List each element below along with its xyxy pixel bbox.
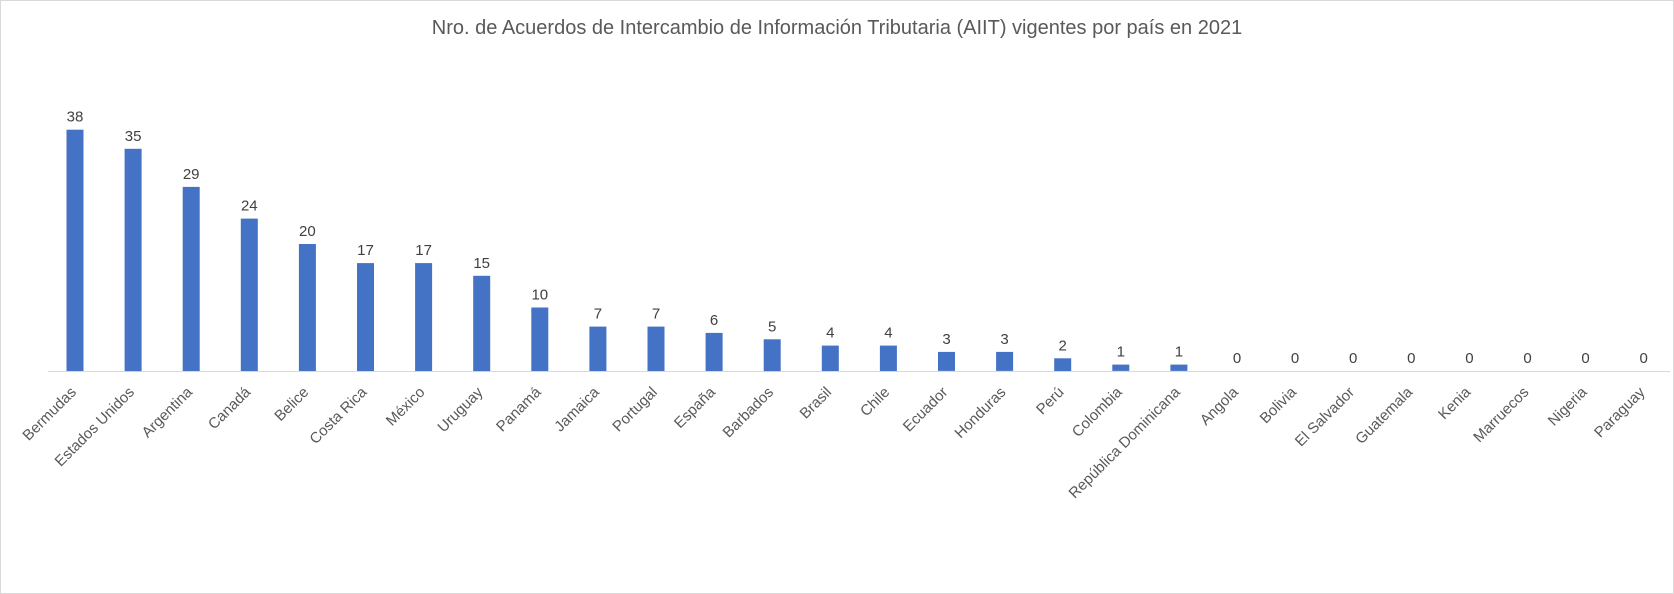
x-tick-label: Nigeria xyxy=(1545,383,1591,429)
data-label: 4 xyxy=(826,325,834,342)
x-tick-label: Uruguay xyxy=(434,383,486,435)
bar xyxy=(66,129,84,371)
chart-title: Nro. de Acuerdos de Intercambio de Infor… xyxy=(431,17,1243,39)
data-label: 6 xyxy=(710,312,718,329)
bar xyxy=(298,244,316,371)
bar xyxy=(879,345,897,371)
bar xyxy=(938,351,955,371)
data-label: 29 xyxy=(183,166,200,183)
x-tick-label: Angola xyxy=(1197,383,1243,429)
bar xyxy=(473,275,491,372)
bar xyxy=(357,263,374,371)
bar xyxy=(705,332,723,371)
bar xyxy=(182,186,200,371)
data-label: 0 xyxy=(1407,350,1415,367)
data-label: 0 xyxy=(1640,350,1648,367)
data-label: 20 xyxy=(299,223,316,240)
data-label: 17 xyxy=(357,242,374,259)
x-tick-label: Brasil xyxy=(797,384,836,423)
x-tick-label: Portugal xyxy=(609,384,661,436)
data-label: 4 xyxy=(884,325,892,342)
bar xyxy=(996,351,1014,371)
bar xyxy=(647,326,665,371)
data-label: 0 xyxy=(1523,350,1531,367)
bar xyxy=(240,218,258,371)
x-tick-label: Honduras xyxy=(951,384,1009,442)
data-label: 2 xyxy=(1059,337,1067,354)
bar xyxy=(589,326,607,371)
data-label: 0 xyxy=(1465,350,1473,367)
data-label: 0 xyxy=(1349,350,1357,367)
data-label: 0 xyxy=(1581,350,1589,367)
bar xyxy=(531,307,549,371)
data-label: 5 xyxy=(768,318,776,335)
data-label: 7 xyxy=(594,306,602,323)
x-tick-label: Paraguay xyxy=(1591,383,1649,441)
data-label: 24 xyxy=(241,198,258,215)
x-tick-label: Panamá xyxy=(493,383,545,435)
x-tick-label: Marruecos xyxy=(1470,384,1532,446)
x-tick-label: Perú xyxy=(1033,384,1067,418)
x-tick-label: Guatemala xyxy=(1352,383,1416,447)
x-tick-label: Canadá xyxy=(205,383,255,433)
data-label: 0 xyxy=(1233,350,1241,367)
bar xyxy=(1170,364,1188,371)
x-tick-label: Bolivia xyxy=(1257,383,1301,427)
x-tick-label: México xyxy=(383,384,429,430)
bar xyxy=(1054,358,1072,371)
data-label: 35 xyxy=(125,128,142,145)
data-label: 1 xyxy=(1117,344,1125,361)
x-tick-label: República Dominicana xyxy=(1066,383,1185,502)
bar xyxy=(1112,364,1130,371)
x-tick-label: Belice xyxy=(271,384,312,425)
x-tick-label: Argentina xyxy=(139,383,197,441)
x-tick-label: Kenia xyxy=(1435,383,1475,423)
x-tick-label: El Salvador xyxy=(1292,384,1358,450)
data-label: 7 xyxy=(652,306,660,323)
x-tick-label: Barbados xyxy=(720,384,777,441)
x-tick-label: España xyxy=(671,383,719,431)
x-tick-label: Chile xyxy=(857,384,893,420)
bar xyxy=(415,263,433,371)
data-label: 15 xyxy=(473,255,490,272)
x-tick-label: Ecuador xyxy=(900,384,952,436)
x-tick-label: Colombia xyxy=(1069,383,1126,440)
data-label: 38 xyxy=(67,109,84,126)
x-tick-label: Jamaica xyxy=(551,383,603,435)
data-label: 3 xyxy=(1000,331,1008,348)
bar xyxy=(763,339,781,372)
x-tick-label: Costa Rica xyxy=(306,383,370,447)
data-label: 10 xyxy=(531,287,548,304)
data-label: 3 xyxy=(942,331,950,348)
bar xyxy=(821,345,839,371)
data-label: 0 xyxy=(1291,350,1299,367)
bar xyxy=(124,148,142,372)
data-label: 17 xyxy=(415,242,432,259)
x-tick-label: Bermudas xyxy=(19,384,79,444)
data-label: 1 xyxy=(1175,344,1183,361)
